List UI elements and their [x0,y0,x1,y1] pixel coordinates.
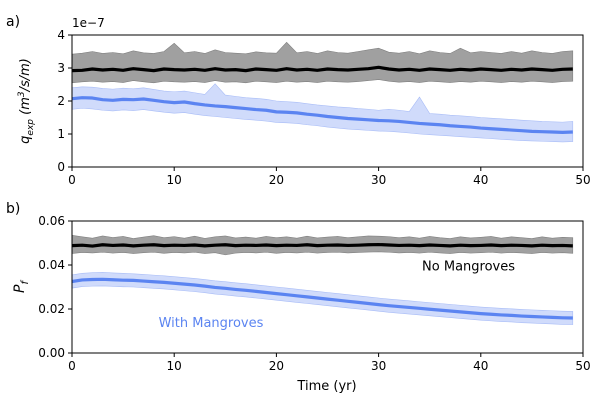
panel-a-x-tick-label: 50 [575,173,590,187]
panel-a-y-tick-label: 3 [57,61,65,75]
panel-a-y-tick-label: 0 [57,160,65,174]
panel-a-y-multiplier: 1e−7 [72,16,105,30]
ylabel-unit-end: /s/m) [18,58,33,92]
panel-b-y-tick-label: 0.02 [38,302,65,316]
panel-a-line-1 [71,96,573,134]
panel-a-y-tick-label: 4 [57,28,65,42]
panel-a-line-0 [71,65,573,73]
panel-a-band-1 [71,83,574,143]
panel-a-y-axis-label: qexp (m3/s/m) [17,58,36,144]
panel-b: b) Pf Time (yr) 0 10 20 30 40 500.000.020.040… [6,201,591,394]
panel-b-annotation-0: No Mangroves [422,260,515,275]
panel-a-x-tick-label: 10 [167,173,182,187]
panel-b-axes-frame [71,220,584,354]
panel-b-y-axis-label: Pf [12,280,31,293]
panel-a-x-tick-label: 40 [473,173,488,187]
panel-b-y-tick-label: 0.06 [38,214,65,228]
panel-b-label: b) [6,201,20,217]
panel-b-annotation-1: With Mangroves [159,316,264,331]
ylabel-sub: exp [26,119,36,136]
ylabel-sub: f [20,280,31,285]
panel-a-x-tick-label: 30 [371,173,386,187]
panel-a-band-0 [71,41,574,84]
panel-a-x-tick-label: 20 [269,173,284,187]
ylabel-unit: (m [18,97,33,119]
panel-b-x-tick-label: 20 [269,359,284,373]
panel-b-y-tick-label: 0.00 [38,346,65,360]
panel-b-line-1 [71,277,573,320]
panel-a-label: a) [6,14,20,30]
panel-b-x-axis-label: Time (yr) [296,379,356,394]
panel-b-x-tick-label: 10 [167,359,182,373]
ylabel-sup: 3 [17,91,27,97]
ylabel-p: P [12,284,28,293]
panel-a-plot-area: 0 10 20 30 40 50 0 1 2 3 4 [57,28,590,187]
panel-a-x-tick-label: 0 [68,173,76,187]
panel-b-y-tick-label: 0.04 [38,258,65,272]
panel-b-line-0 [71,242,573,248]
panel-a-y-tick-label: 2 [57,94,65,108]
panel-b-x-tick-label: 30 [371,359,386,373]
panel-b-x-tick-label: 40 [473,359,488,373]
panel-b-x-tick-label: 0 [68,359,76,373]
ylabel-q: q [18,136,33,144]
panel-b-x-tick-label: 50 [575,359,590,373]
panel-a-y-tick-label: 1 [57,127,65,141]
panel-b-plot-area: 0 10 20 30 40 50 0.00 0.02 0.04 0.06 No Mangroves W… [38,214,590,373]
